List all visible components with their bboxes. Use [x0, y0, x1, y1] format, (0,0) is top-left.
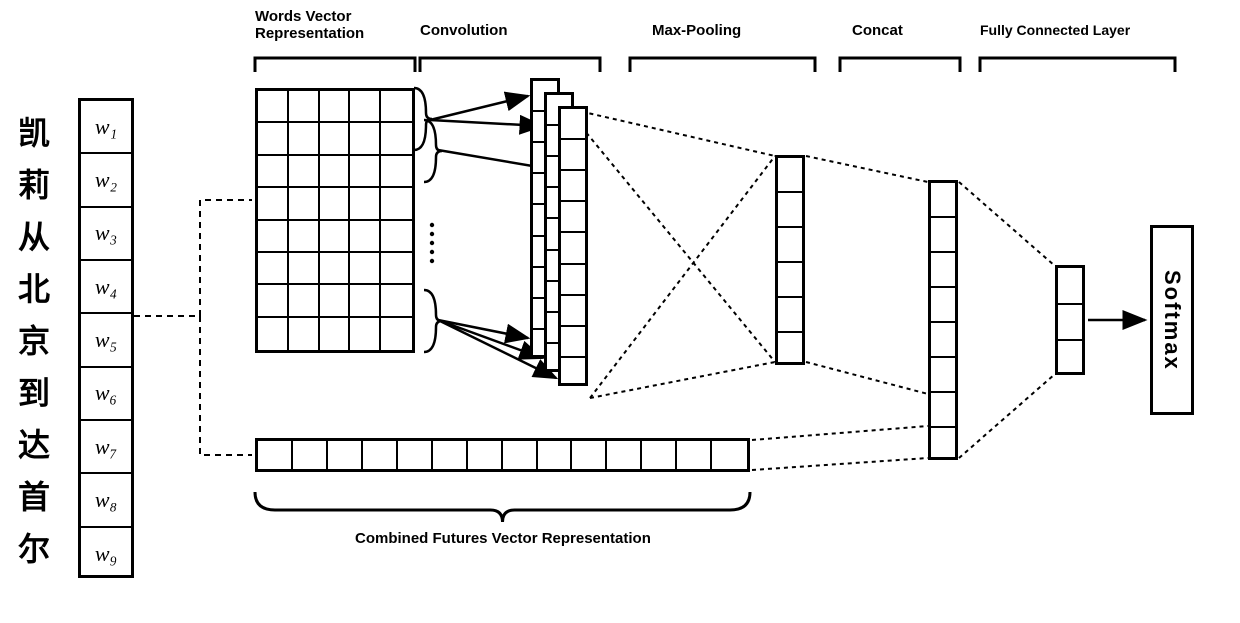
cjk-char: 京 [18, 316, 50, 362]
matrix-cell [258, 123, 289, 155]
matrix-cell [350, 156, 381, 188]
matrix-cell [320, 123, 351, 155]
matrix-cell [258, 221, 289, 253]
matrix-cell [289, 123, 320, 155]
matrix-cell [289, 91, 320, 123]
label-convolution: Convolution [420, 22, 507, 39]
maxpool-vector [775, 155, 805, 365]
input-word-cell: w₈ [81, 474, 131, 527]
matrix-cell [350, 318, 381, 350]
matrix-cell [350, 91, 381, 123]
cjk-char: 莉 [18, 160, 50, 206]
label-combined: Combined Futures Vector Representation [355, 530, 651, 547]
matrix-cell [320, 91, 351, 123]
matrix-cell [350, 253, 381, 285]
matrix-cell [320, 188, 351, 220]
input-word-cell: w₃ [81, 208, 131, 261]
matrix-cell [381, 253, 412, 285]
matrix-cell [381, 285, 412, 317]
matrix-cell [350, 188, 381, 220]
matrix-cell [289, 318, 320, 350]
input-word-cell: w₉ [81, 528, 131, 581]
cjk-char: 到 [18, 368, 50, 414]
matrix-cell [289, 188, 320, 220]
input-word-column: w₁w₂w₃w₄w₅w₆w₇w₈w₉ [78, 98, 134, 578]
input-word-cell: w₂ [81, 154, 131, 207]
label-words-vec: Words Vector Representation [255, 8, 364, 42]
cjk-char: 达 [18, 420, 50, 466]
cjk-char: 北 [18, 264, 50, 310]
matrix-cell [320, 156, 351, 188]
input-word-cell: w₁ [81, 101, 131, 154]
input-word-cell: w₄ [81, 261, 131, 314]
fc-vector [1055, 265, 1085, 375]
matrix-cell [381, 221, 412, 253]
input-word-cell: w₆ [81, 368, 131, 421]
matrix-cell [289, 221, 320, 253]
matrix-cell [258, 285, 289, 317]
cjk-char: 尔 [18, 524, 50, 570]
matrix-cell [381, 156, 412, 188]
label-concat: Concat [852, 22, 903, 39]
cjk-char: 从 [18, 212, 50, 258]
matrix-cell [289, 253, 320, 285]
matrix-cell [289, 156, 320, 188]
matrix-cell [258, 188, 289, 220]
combined-features-row [255, 438, 750, 472]
input-word-cell: w₅ [81, 314, 131, 367]
cjk-char: 凯 [18, 108, 50, 154]
matrix-cell [258, 91, 289, 123]
matrix-cell [350, 221, 381, 253]
label-fc: Fully Connected Layer [980, 22, 1130, 38]
matrix-cell [289, 285, 320, 317]
matrix-cell [350, 285, 381, 317]
matrix-cell [381, 188, 412, 220]
matrix-cell [320, 285, 351, 317]
softmax-label: Softmax [1159, 270, 1185, 371]
softmax-block: Softmax [1150, 225, 1194, 415]
matrix-cell [320, 221, 351, 253]
conv-map [558, 106, 588, 386]
matrix-cell [381, 123, 412, 155]
matrix-cell [320, 253, 351, 285]
words-vector-matrix [255, 88, 415, 353]
cjk-char: 首 [18, 472, 50, 518]
matrix-cell [381, 318, 412, 350]
input-word-cell: w₇ [81, 421, 131, 474]
matrix-cell [320, 318, 351, 350]
matrix-cell [258, 253, 289, 285]
concat-vector [928, 180, 958, 460]
matrix-cell [258, 156, 289, 188]
matrix-cell [258, 318, 289, 350]
matrix-cell [381, 91, 412, 123]
matrix-cell [350, 123, 381, 155]
label-maxpool: Max-Pooling [652, 22, 741, 39]
